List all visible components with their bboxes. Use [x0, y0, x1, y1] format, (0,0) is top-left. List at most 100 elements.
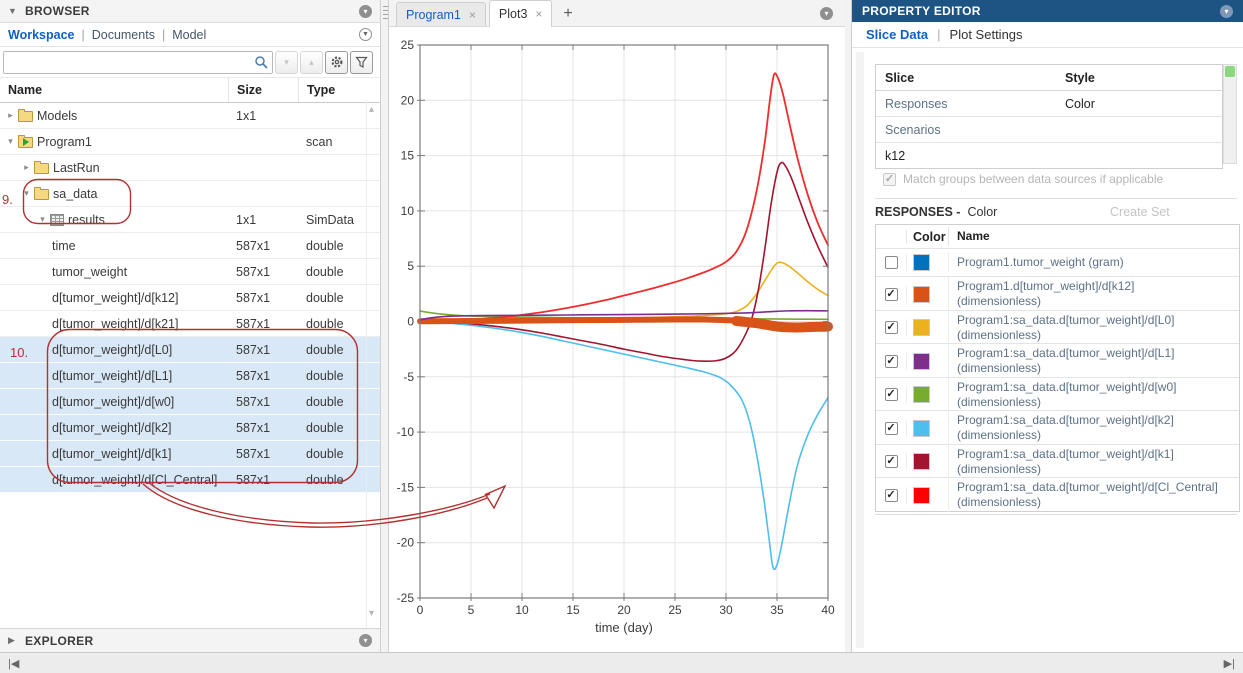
new-tab-button[interactable]: +	[563, 5, 573, 22]
property-editor-tabs: Slice Data | Plot Settings	[852, 22, 1243, 48]
response-checkbox-cell: ✓	[876, 287, 906, 301]
subtabs-overflow-icon[interactable]: ▼	[359, 28, 372, 41]
property-editor-header[interactable]: PROPERTY EDITOR ▾	[852, 0, 1243, 22]
table-row[interactable]: ▾ sa_data	[0, 181, 380, 207]
scrollbar-track[interactable]	[366, 100, 367, 628]
tab-plot-settings[interactable]: Plot Settings	[949, 27, 1023, 42]
response-checkbox[interactable]: ✓	[884, 287, 898, 301]
response-checkbox[interactable]: ✓	[884, 354, 898, 368]
sensitivity-plot[interactable]: 0 5 10 15 20 25 30 35 40 -25 -20 -15 -10 -5 0 5 10 15 20 25…	[389, 0, 845, 652]
tab-slice-data[interactable]: Slice Data	[866, 27, 929, 42]
column-header-name[interactable]: Name	[8, 83, 43, 97]
color-swatch[interactable]	[913, 386, 930, 403]
response-row[interactable]: ✓ Program1:sa_data.d[tumor_weight]/d[w0](…	[876, 377, 1239, 412]
collapse-node-icon[interactable]: ▾	[24, 188, 29, 198]
color-swatch[interactable]	[913, 285, 930, 303]
expand-node-icon[interactable]: ▸	[24, 162, 29, 172]
slice-row[interactable]: Responses Color	[876, 91, 1222, 117]
search-next-button[interactable]: ▴	[300, 50, 323, 74]
browser-panel-header[interactable]: ▼ BROWSER ▾	[0, 0, 380, 23]
response-row[interactable]: ✓ Program1.d[tumor_weight]/d[k12] (dimensi…	[876, 277, 1239, 311]
color-swatch[interactable]	[913, 453, 930, 470]
close-icon[interactable]: ×	[468, 7, 476, 22]
series-sa-data-d-tumor-weight-d-k1-	[419, 161, 829, 363]
search-input[interactable]	[7, 52, 249, 72]
scroll-up-icon[interactable]: ▴	[369, 104, 375, 115]
slice-row[interactable]: Scenarios	[876, 117, 1222, 143]
response-row[interactable]: ✓ Program1:sa_data.d[tumor_weight]/d[k2](…	[876, 411, 1239, 445]
table-row[interactable]: tumor_weight 587x1 double	[0, 259, 380, 285]
collapse-right-icon[interactable]: ▶|	[1223, 657, 1235, 670]
tab-model[interactable]: Model	[172, 27, 207, 42]
search-prev-button[interactable]: ▾	[275, 50, 298, 74]
response-checkbox[interactable]: ✓	[884, 321, 898, 334]
tree-cell-type: double	[306, 394, 344, 409]
response-row[interactable]: ✓ Program1:sa_data.d[tumor_weight]/d[L1](…	[876, 344, 1239, 378]
response-checkbox[interactable]: ✓	[884, 488, 898, 502]
settings-button[interactable]	[325, 50, 348, 74]
explorer-panel-header[interactable]: ▶ EXPLORER ▾	[0, 628, 380, 652]
tab-workspace[interactable]: Workspace	[8, 27, 75, 42]
tab-documents[interactable]: Documents	[91, 27, 155, 42]
table-row[interactable]: ▾ results 1x1 SimData	[0, 207, 380, 233]
tab-program1[interactable]: Program1 ×	[396, 2, 486, 26]
table-row[interactable]: d[tumor_weight]/d[w0] 587x1 double	[0, 389, 380, 415]
tab-plot3[interactable]: Plot3 ×	[488, 0, 553, 27]
table-row[interactable]: ▸ Models 1x1	[0, 103, 380, 129]
table-row[interactable]: ▾ Program1 scan	[0, 129, 380, 155]
response-checkbox-cell: ✓	[876, 388, 906, 401]
slice-row[interactable]: k12	[876, 143, 1222, 168]
response-row[interactable]: ✓ Program1:sa_data.d[tumor_weight]/d[L0](…	[876, 310, 1239, 345]
filter-button[interactable]	[350, 50, 373, 74]
divider-grip-icon[interactable]	[383, 6, 388, 20]
color-swatch[interactable]	[913, 419, 930, 437]
scroll-down-icon[interactable]: ▾	[369, 608, 375, 619]
response-checkbox[interactable]: ✓	[884, 455, 898, 468]
column-header-size[interactable]: Size	[228, 78, 298, 102]
table-row[interactable]: d[tumor_weight]/d[k21] 587x1 double	[0, 311, 380, 337]
panel-divider[interactable]	[381, 0, 389, 652]
create-set-button[interactable]: Create Set	[1110, 205, 1170, 219]
plot-document-panel: 0 5 10 15 20 25 30 35 40 -25 -20 -15 -10 -5 0 5 10 15 20 25…	[389, 0, 845, 652]
response-row[interactable]: ✓ Program1:sa_data.d[tumor_weight]/d[Cl_C…	[876, 478, 1239, 512]
response-checkbox[interactable]: ✓	[884, 421, 898, 435]
collapse-node-icon[interactable]: ▾	[8, 136, 13, 146]
column-header-type[interactable]: Type	[298, 78, 366, 102]
color-swatch[interactable]	[913, 319, 930, 336]
color-swatch[interactable]	[913, 254, 930, 271]
color-swatch[interactable]	[913, 352, 930, 370]
table-row[interactable]: d[tumor_weight]/d[k12] 587x1 double	[0, 285, 380, 311]
scrollbar-track[interactable]	[856, 52, 864, 648]
table-row[interactable]: ▸ LastRun	[0, 155, 380, 181]
response-row[interactable]: ✓ Program1:sa_data.d[tumor_weight]/d[k1](…	[876, 444, 1239, 479]
table-row[interactable]: time 587x1 double	[0, 233, 380, 259]
table-row[interactable]: d[tumor_weight]/d[Cl_Central] 587x1 double	[0, 467, 380, 493]
match-groups-checkbox[interactable]: ✓	[883, 172, 896, 186]
panel-menu-icon[interactable]: ▾	[820, 7, 833, 20]
tree-cell-type: double	[306, 290, 344, 305]
table-row[interactable]: d[tumor_weight]/d[k2] 587x1 double	[0, 415, 380, 441]
y-tick-label: -25	[397, 591, 415, 605]
response-checkbox[interactable]	[884, 256, 898, 269]
scrollbar-track[interactable]	[1223, 64, 1237, 164]
response-row[interactable]: Program1.tumor_weight (gram)	[876, 249, 1239, 277]
collapse-left-icon[interactable]: |◀	[8, 657, 20, 670]
scrollbar-thumb[interactable]	[1225, 66, 1235, 77]
collapse-node-icon[interactable]: ▾	[40, 214, 45, 224]
response-color-cell	[906, 254, 948, 271]
table-row[interactable]: d[tumor_weight]/d[L0] 587x1 double	[0, 337, 380, 363]
panel-divider[interactable]	[845, 0, 852, 652]
collapse-triangle-icon[interactable]: ▼	[8, 6, 17, 16]
table-row[interactable]: d[tumor_weight]/d[k1] 587x1 double	[0, 441, 380, 467]
panel-menu-icon[interactable]: ▾	[359, 4, 372, 18]
close-icon[interactable]: ×	[535, 7, 543, 21]
tree-item-label: results	[68, 212, 105, 227]
panel-menu-icon[interactable]: ▾	[359, 634, 372, 647]
expand-node-icon[interactable]: ▸	[8, 110, 13, 120]
response-color-cell	[906, 453, 948, 470]
response-checkbox[interactable]: ✓	[884, 388, 898, 401]
color-swatch[interactable]	[913, 486, 930, 504]
expand-triangle-icon[interactable]: ▶	[8, 635, 15, 645]
panel-menu-icon[interactable]: ▾	[1220, 4, 1233, 18]
table-row[interactable]: d[tumor_weight]/d[L1] 587x1 double	[0, 363, 380, 389]
